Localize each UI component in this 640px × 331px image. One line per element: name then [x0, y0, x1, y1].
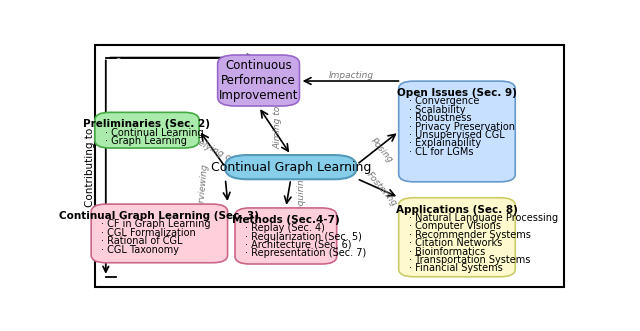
Text: · Regularization (Sec. 5): · Regularization (Sec. 5) — [245, 231, 362, 242]
Text: · Computer Visions: · Computer Visions — [408, 221, 500, 231]
Text: · Privacy Preservation: · Privacy Preservation — [408, 121, 515, 131]
Text: · Replay (Sec. 4): · Replay (Sec. 4) — [245, 223, 324, 233]
Text: Preliminaries (Sec. 2): Preliminaries (Sec. 2) — [83, 119, 211, 129]
Text: · CF in Graph Learning: · CF in Graph Learning — [101, 219, 211, 229]
FancyBboxPatch shape — [218, 55, 300, 106]
Text: · Graph Learning: · Graph Learning — [105, 136, 187, 146]
Text: Aiming to: Aiming to — [274, 106, 283, 149]
Text: Continual Graph Learning (Sec. 3): Continual Graph Learning (Sec. 3) — [60, 211, 259, 221]
Text: Methods (Sec.4-7): Methods (Sec.4-7) — [232, 215, 340, 225]
FancyBboxPatch shape — [235, 208, 337, 264]
Text: Continual Graph Learning: Continual Graph Learning — [211, 161, 371, 174]
Text: Open Issues (Sec. 9): Open Issues (Sec. 9) — [397, 88, 517, 98]
Text: Impacting: Impacting — [329, 71, 374, 80]
Text: · Convergence: · Convergence — [408, 96, 479, 106]
Text: · CGL Formalization: · CGL Formalization — [101, 228, 196, 238]
Text: · Financial Systems: · Financial Systems — [408, 263, 502, 273]
Text: · Natural Language Processing: · Natural Language Processing — [408, 213, 557, 223]
Text: Overviewing: Overviewing — [196, 163, 210, 220]
Text: · Citation Networks: · Citation Networks — [408, 238, 502, 248]
FancyBboxPatch shape — [399, 81, 515, 182]
Text: · Explainability: · Explainability — [408, 138, 481, 148]
Text: · Bioinformatics: · Bioinformatics — [408, 247, 485, 257]
FancyBboxPatch shape — [225, 155, 356, 179]
Text: Posing: Posing — [369, 136, 394, 165]
Text: Requiring: Requiring — [297, 172, 306, 216]
Text: Applications (Sec. 8): Applications (Sec. 8) — [396, 205, 518, 215]
FancyBboxPatch shape — [95, 112, 199, 148]
Text: Fostering: Fostering — [365, 170, 399, 208]
Text: · Continual Learning: · Continual Learning — [105, 127, 204, 137]
Text: · Transportation Systems: · Transportation Systems — [408, 255, 530, 265]
Text: · Robustness: · Robustness — [408, 113, 471, 123]
Text: · Scalability: · Scalability — [408, 105, 465, 115]
Text: · CL for LGMs: · CL for LGMs — [408, 147, 473, 157]
FancyBboxPatch shape — [399, 198, 515, 277]
Text: Relying on: Relying on — [191, 135, 237, 166]
Text: Continuous
Performance
Improvement: Continuous Performance Improvement — [219, 59, 298, 102]
Text: · Unsupervised CGL: · Unsupervised CGL — [408, 130, 504, 140]
Text: · Recommender Systems: · Recommender Systems — [408, 230, 531, 240]
Text: · Architecture (Sec. 6): · Architecture (Sec. 6) — [245, 240, 351, 250]
Text: · Representation (Sec. 7): · Representation (Sec. 7) — [245, 248, 366, 258]
Text: · Rational of CGL: · Rational of CGL — [101, 236, 182, 246]
Text: · CGL Taxonomy: · CGL Taxonomy — [101, 245, 179, 255]
Text: Contributing to: Contributing to — [85, 127, 95, 207]
FancyBboxPatch shape — [91, 204, 228, 263]
